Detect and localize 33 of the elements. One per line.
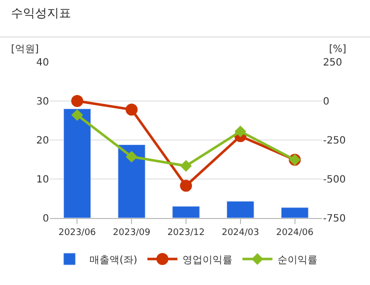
legend-label: 영업이익률 xyxy=(182,254,232,266)
x-tick-label: 2023/06 xyxy=(58,228,96,238)
y2-tick-label: 250 xyxy=(323,58,342,68)
bar xyxy=(172,206,200,218)
bar xyxy=(280,207,309,218)
y-tick-label: 40 xyxy=(36,58,49,68)
x-tick-label: 2023/12 xyxy=(167,228,205,238)
chart-title: 수익성지표 xyxy=(11,6,72,20)
legend-label: 매출액(좌) xyxy=(90,254,138,266)
bar xyxy=(226,200,254,218)
y-tick-label: 10 xyxy=(36,174,49,186)
x-tick-label: 2024/06 xyxy=(276,228,314,238)
point xyxy=(71,95,84,107)
point xyxy=(180,160,192,172)
y-axis-title: [억원] xyxy=(11,44,39,55)
point xyxy=(126,104,138,116)
y2-tick-label: -250 xyxy=(323,136,346,146)
y2-tick-label: -500 xyxy=(323,174,346,186)
point xyxy=(180,180,192,192)
x-tick-label: 2023/09 xyxy=(112,228,151,238)
x-tick-label: 2024/03 xyxy=(222,228,260,238)
y-tick-label: 20 xyxy=(36,136,49,146)
y2-tick-label: 0 xyxy=(323,96,330,108)
point xyxy=(234,126,246,138)
point xyxy=(126,150,138,163)
bar xyxy=(118,144,146,218)
point xyxy=(71,109,84,121)
y-tick-label: 30 xyxy=(36,96,49,108)
y2-tick-label: -750 xyxy=(323,214,346,224)
legend-label: 순이익률 xyxy=(277,254,318,266)
y2-axis-title: [%] xyxy=(329,44,346,55)
y-tick-label: 0 xyxy=(42,214,49,224)
bar xyxy=(63,108,92,218)
